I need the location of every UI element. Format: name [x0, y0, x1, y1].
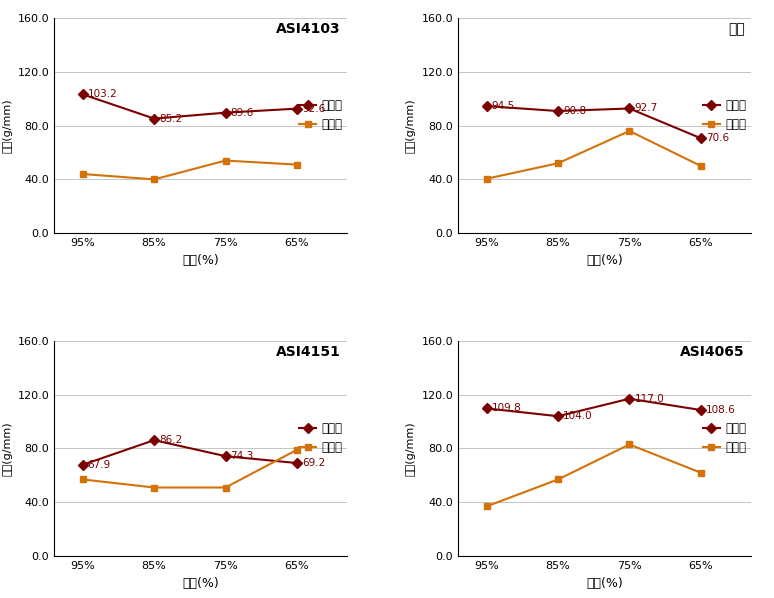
Text: 92.7: 92.7 [635, 103, 658, 114]
X-axis label: 습도(%): 습도(%) [586, 254, 623, 267]
Line: 갓경도: 갓경도 [79, 446, 300, 491]
Line: 갓경도: 갓경도 [483, 127, 704, 182]
갓경도 [78, 476, 87, 483]
Text: ASI4103: ASI4103 [276, 22, 341, 36]
X-axis label: 습도(%): 습도(%) [586, 576, 623, 590]
Text: 109.8: 109.8 [491, 404, 522, 413]
갓경도 [553, 476, 563, 483]
Line: 대경도: 대경도 [483, 103, 704, 142]
Legend: 대경도, 갓경도: 대경도, 갓경도 [294, 417, 347, 459]
Line: 갓경도: 갓경도 [483, 441, 704, 510]
Text: 117.0: 117.0 [635, 393, 664, 404]
갓경도 [696, 469, 705, 476]
Text: 86.2: 86.2 [159, 435, 183, 445]
Line: 대경도: 대경도 [79, 437, 300, 468]
대경도 [625, 105, 634, 112]
Text: 69.2: 69.2 [302, 458, 325, 468]
갓경도 [293, 161, 302, 168]
갓경도 [221, 157, 230, 164]
대경도 [482, 102, 491, 109]
대경도 [293, 105, 302, 112]
Line: 갓경도: 갓경도 [79, 157, 300, 183]
Text: 103.2: 103.2 [87, 89, 118, 99]
Text: 67.9: 67.9 [87, 460, 111, 470]
대경도 [221, 109, 230, 116]
Text: 74.3: 74.3 [231, 451, 254, 461]
Y-axis label: 경도(g/mm): 경도(g/mm) [406, 98, 416, 153]
대경도 [149, 115, 159, 122]
Text: 92.6: 92.6 [302, 103, 325, 114]
대경도 [149, 437, 159, 444]
갓경도 [149, 176, 159, 183]
대경도 [293, 459, 302, 466]
대경도 [221, 453, 230, 460]
Text: 108.6: 108.6 [706, 405, 735, 415]
갓경도 [553, 160, 563, 167]
X-axis label: 습도(%): 습도(%) [182, 254, 219, 267]
Line: 대경도: 대경도 [79, 91, 300, 122]
Text: 70.6: 70.6 [706, 133, 729, 144]
대경도 [696, 135, 705, 142]
대경도 [553, 108, 563, 115]
Text: 90.8: 90.8 [563, 106, 586, 116]
갓경도 [625, 441, 634, 448]
갓경도 [482, 175, 491, 182]
대경도 [482, 405, 491, 412]
갓경도 [78, 170, 87, 178]
갓경도 [149, 484, 159, 491]
Legend: 대경도, 갓경도: 대경도, 갓경도 [294, 94, 347, 136]
갓경도 [625, 127, 634, 135]
대경도 [553, 413, 563, 420]
Text: 85.2: 85.2 [159, 114, 183, 124]
X-axis label: 습도(%): 습도(%) [182, 576, 219, 590]
Text: ASI4065: ASI4065 [680, 345, 745, 359]
Text: 갈뫼: 갈뫼 [728, 22, 745, 36]
대경도 [78, 461, 87, 468]
갓경도 [482, 503, 491, 510]
갓경도 [293, 446, 302, 453]
Text: 94.5: 94.5 [491, 101, 515, 111]
대경도 [625, 395, 634, 402]
갓경도 [696, 163, 705, 170]
Y-axis label: 경도(g/mm): 경도(g/mm) [406, 421, 416, 476]
Text: 89.6: 89.6 [231, 108, 254, 118]
Text: ASI4151: ASI4151 [276, 345, 341, 359]
Line: 대경도: 대경도 [483, 395, 704, 420]
Legend: 대경도, 갓경도: 대경도, 갓경도 [698, 94, 751, 136]
Legend: 대경도, 갓경도: 대경도, 갓경도 [698, 417, 751, 459]
Y-axis label: 경도(g/mm): 경도(g/mm) [2, 98, 12, 153]
대경도 [696, 407, 705, 414]
대경도 [78, 91, 87, 98]
갓경도 [221, 484, 230, 491]
Y-axis label: 경도(g/mm): 경도(g/mm) [2, 421, 12, 476]
Text: 104.0: 104.0 [563, 411, 593, 421]
